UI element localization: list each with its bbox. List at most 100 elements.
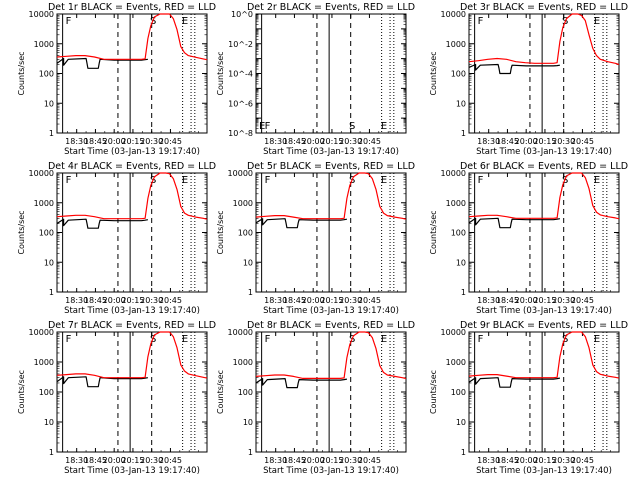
x-axis-label: Start Time (03-Jan-13 19:17:40) bbox=[476, 147, 612, 157]
events-series-line bbox=[255, 378, 348, 389]
events-series-line bbox=[255, 218, 348, 229]
x-tick-label: 18:45 bbox=[496, 296, 519, 305]
marker-label-e: E bbox=[182, 175, 188, 186]
y-tick-label: 10 bbox=[456, 258, 466, 267]
x-tick-label: 18:45 bbox=[84, 137, 107, 146]
events-series-line bbox=[468, 217, 561, 229]
x-tick-label: 20:00 bbox=[515, 456, 538, 465]
x-tick-label: 20:15 bbox=[320, 137, 343, 146]
x-tick-label: 18:30 bbox=[477, 296, 500, 305]
x-tick-label: 20:45 bbox=[571, 296, 594, 305]
y-axis-label: Counts/sec bbox=[216, 370, 225, 414]
y-axis-label: Counts/sec bbox=[216, 51, 225, 95]
plot-frame bbox=[255, 172, 407, 293]
y-tick-label: 10 bbox=[243, 418, 253, 427]
y-tick-label: 100 bbox=[238, 229, 253, 238]
lld-series-line bbox=[468, 172, 620, 220]
marker-label-f: F bbox=[478, 334, 484, 345]
x-tick-label: 20:15 bbox=[121, 137, 144, 146]
x-tick-label: 20:15 bbox=[533, 296, 556, 305]
y-tick-label: 1 bbox=[248, 288, 253, 297]
panel-det-1: Det 1r BLACK = Events, RED = LLD 1 10 100 10… bbox=[17, 2, 216, 157]
x-tick-label: 20:30 bbox=[552, 296, 575, 305]
x-tick-label: 18:30 bbox=[477, 456, 500, 465]
panel-title: Det 3r BLACK = Events, RED = LLD bbox=[460, 2, 628, 13]
x-tick-label: 20:15 bbox=[320, 296, 343, 305]
events-series-line bbox=[56, 57, 148, 69]
x-tick-label: 18:30 bbox=[65, 296, 88, 305]
x-tick-label: 20:00 bbox=[515, 137, 538, 146]
y-tick-label: 1000 bbox=[34, 199, 54, 208]
y-axis-label: Counts/sec bbox=[17, 210, 26, 254]
events-series-line bbox=[56, 218, 149, 229]
x-tick-label: 18:45 bbox=[283, 137, 306, 146]
marker-label-e: E bbox=[594, 334, 600, 345]
x-tick-label: 20:30 bbox=[552, 456, 575, 465]
marker-label-f: F bbox=[66, 175, 72, 186]
plot-frame bbox=[468, 13, 620, 134]
x-tick-label: 20:45 bbox=[571, 456, 594, 465]
y-axis-label: Counts/sec bbox=[429, 370, 438, 414]
x-tick-label: 20:00 bbox=[302, 456, 325, 465]
panel-title: Det 9r BLACK = Events, RED = LLD bbox=[460, 320, 628, 331]
x-tick-label: 18:30 bbox=[65, 137, 88, 146]
x-tick-label: 20:15 bbox=[533, 456, 556, 465]
marker-label-e: E bbox=[381, 334, 387, 345]
x-tick-label: 20:30 bbox=[339, 137, 362, 146]
x-tick-label: 20:30 bbox=[140, 137, 163, 146]
lld-series-line bbox=[468, 331, 620, 379]
x-tick-label: 18:30 bbox=[264, 456, 287, 465]
y-tick-label: 1 bbox=[248, 448, 253, 457]
y-axis-label: Counts/sec bbox=[17, 370, 26, 414]
y-tick-label: 10000 bbox=[228, 169, 253, 178]
x-axis-label: Start Time (03-Jan-13 19:17:40) bbox=[263, 147, 399, 157]
y-axis-label: Counts/sec bbox=[429, 51, 438, 95]
y-tick-label: 10000 bbox=[441, 328, 466, 337]
plot-frame bbox=[56, 13, 208, 134]
x-tick-label: 18:30 bbox=[264, 137, 287, 146]
x-axis-label: Start Time (03-Jan-13 19:17:40) bbox=[64, 306, 200, 316]
panel-title: Det 7r BLACK = Events, RED = LLD bbox=[48, 320, 216, 331]
y-tick-label: 1 bbox=[49, 288, 54, 297]
events-series-line bbox=[468, 377, 561, 388]
y-tick-label: 100 bbox=[451, 70, 466, 79]
x-tick-label: 20:45 bbox=[159, 137, 182, 146]
marker-label-f: F bbox=[478, 16, 484, 27]
x-tick-label: 20:00 bbox=[302, 296, 325, 305]
marker-label-e: E bbox=[594, 16, 600, 27]
x-tick-label: 18:45 bbox=[496, 456, 519, 465]
x-tick-label: 20:15 bbox=[121, 296, 144, 305]
x-tick-label: 20:30 bbox=[339, 296, 362, 305]
x-tick-label: 20:45 bbox=[358, 137, 381, 146]
marker-label-e: E bbox=[182, 16, 188, 27]
marker-label-e: E bbox=[381, 175, 387, 186]
x-tick-label: 18:30 bbox=[264, 296, 287, 305]
x-tick-label: 20:15 bbox=[320, 456, 343, 465]
y-tick-label: 1000 bbox=[34, 40, 54, 49]
y-tick-label: 100 bbox=[238, 388, 253, 397]
y-tick-label: 100 bbox=[39, 388, 54, 397]
panel-det-9: Det 9r BLACK = Events, RED = LLD 1 10 100 10… bbox=[429, 320, 628, 476]
panel-det-3: Det 3r BLACK = Events, RED = LLD 1 10 100 10… bbox=[429, 2, 628, 157]
panel-det-7: Det 7r BLACK = Events, RED = LLD 1 10 100 10… bbox=[17, 320, 216, 476]
x-tick-label: 20:45 bbox=[358, 456, 381, 465]
y-tick-label: 1000 bbox=[446, 199, 466, 208]
events-series-line bbox=[468, 63, 560, 75]
y-tick-label: 10 bbox=[456, 418, 466, 427]
x-tick-label: 20:30 bbox=[140, 456, 163, 465]
plot-frame bbox=[255, 13, 407, 134]
y-tick-label: 100 bbox=[39, 229, 54, 238]
x-tick-label: 20:45 bbox=[358, 296, 381, 305]
x-tick-label: 20:00 bbox=[103, 137, 126, 146]
y-tick-label: 1000 bbox=[233, 358, 253, 367]
x-tick-label: 20:45 bbox=[571, 137, 594, 146]
x-tick-label: 20:15 bbox=[533, 137, 556, 146]
y-tick-label: 10000 bbox=[441, 10, 466, 19]
plot-frame bbox=[468, 172, 620, 293]
lld-series-line bbox=[56, 331, 208, 379]
marker-label-e: E bbox=[594, 175, 600, 186]
y-tick-label: 10000 bbox=[29, 10, 54, 19]
y-tick-label: 10 bbox=[44, 99, 54, 108]
